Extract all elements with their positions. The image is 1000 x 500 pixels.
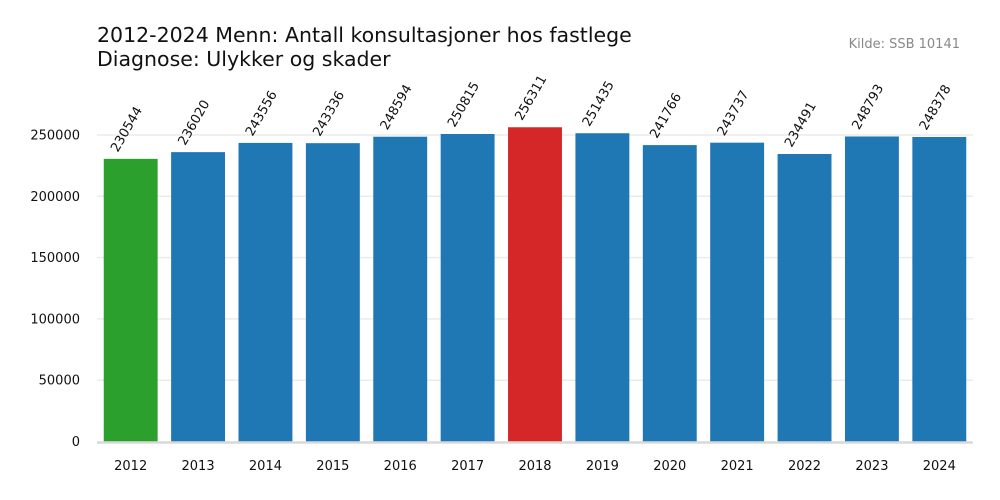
- x-tick-label: 2016: [384, 459, 417, 474]
- bar-2017: [440, 134, 495, 442]
- x-tick-label: 2019: [586, 459, 619, 474]
- x-tick-label: 2014: [249, 459, 282, 474]
- source-note: Kilde: SSB 10141: [848, 37, 960, 52]
- x-tick-label: 2020: [653, 459, 686, 474]
- data-label-2018: 256311: [513, 73, 551, 123]
- data-label-2020: 241766: [647, 91, 685, 141]
- chart-title: 2012-2024 Menn: Antall konsultasjoner ho…: [97, 23, 632, 71]
- bar-2023: [844, 136, 899, 442]
- x-tick-label: 2012: [114, 459, 147, 474]
- x-tick-label: 2022: [788, 459, 821, 474]
- x-tick-label: 2018: [518, 459, 551, 474]
- y-tick-label: 0: [72, 435, 80, 450]
- data-label-2015: 243336: [310, 89, 348, 139]
- y-tick-label: 150000: [30, 251, 80, 266]
- data-label-2014: 243556: [243, 88, 281, 138]
- y-tick-label: 200000: [30, 190, 80, 205]
- x-tick-label: 2023: [855, 459, 888, 474]
- x-tick-label: 2024: [923, 459, 956, 474]
- bar-2012: [103, 158, 158, 442]
- bar-2013: [171, 152, 226, 442]
- bar-2014: [238, 142, 293, 442]
- bar-2021: [710, 142, 765, 442]
- y-axis-ticks: 0 50000 100000 150000 200000 250000: [30, 129, 80, 451]
- data-label-2013: 236020: [176, 98, 214, 148]
- x-tick-label: 2015: [316, 459, 349, 474]
- x-tick-label: 2013: [182, 459, 215, 474]
- x-axis-ticks: 2012 2013 2014 2015 2016 2017 2018 2019 2020 2021…: [114, 459, 956, 474]
- bar-2019: [575, 133, 630, 442]
- data-label-2012: 230544: [108, 104, 146, 154]
- data-label-2019: 251435: [580, 79, 618, 129]
- bar-2018: [508, 127, 562, 442]
- y-tick-label: 50000: [39, 374, 80, 389]
- bar-2015: [305, 143, 360, 442]
- data-label-2017: 250815: [445, 80, 483, 130]
- data-label-2022: 234491: [782, 100, 820, 150]
- data-label-2016: 248594: [378, 82, 416, 132]
- y-tick-label: 100000: [30, 312, 80, 327]
- x-tick-label: 2021: [721, 459, 754, 474]
- data-label-2023: 248793: [849, 82, 887, 132]
- data-label-2021: 243737: [715, 88, 753, 138]
- bar-2024: [912, 136, 967, 442]
- bar-2016: [373, 136, 428, 442]
- data-label-2024: 248378: [917, 82, 955, 132]
- bars: [103, 127, 967, 442]
- bar-2020: [642, 145, 697, 442]
- bar-2022: [777, 154, 832, 442]
- x-tick-label: 2017: [451, 459, 484, 474]
- y-tick-label: 250000: [30, 129, 80, 144]
